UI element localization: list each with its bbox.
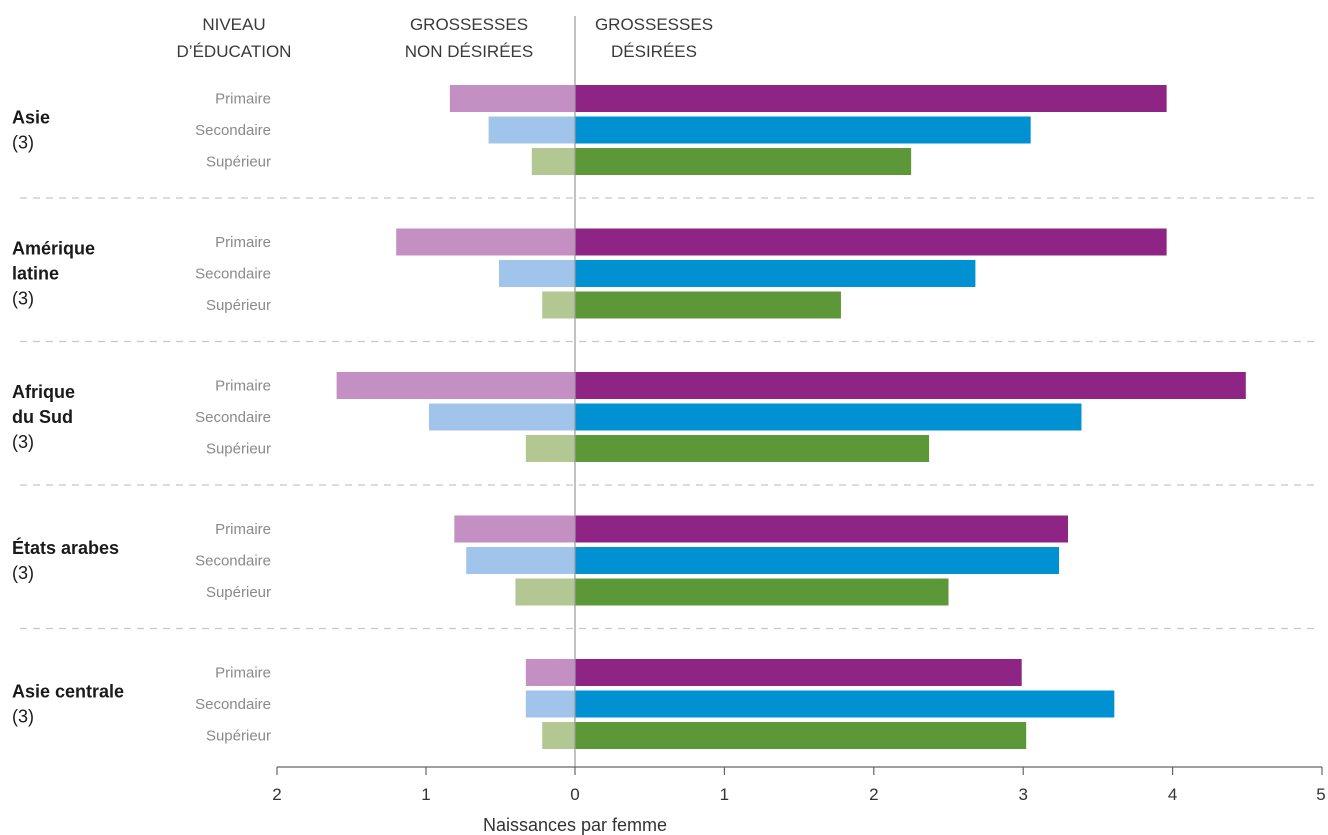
education-level-label: Supérieur <box>206 441 271 458</box>
group-2: Afrique du Sud (3) Primaire Secondaire Supéri… <box>12 372 1246 462</box>
unwanted-bar <box>336 372 575 399</box>
group-1: Amérique latine (3) Primaire Secondaire Supér… <box>12 228 1167 319</box>
unwanted-bar <box>542 291 575 319</box>
wanted-bar <box>575 659 1022 686</box>
header-education-line1: NIVEAU <box>202 15 265 34</box>
group-0: Asie (3) Primaire Secondaire Supérieur <box>12 85 1167 175</box>
unwanted-bar <box>449 85 575 112</box>
region-label-line: États arabes <box>12 537 119 558</box>
education-level-label: Supérieur <box>206 728 271 745</box>
region-count: (3) <box>12 133 34 153</box>
education-level-label: Primaire <box>215 378 271 395</box>
region-count: (3) <box>12 707 34 727</box>
region-count: (3) <box>12 563 34 583</box>
unwanted-bar <box>488 116 575 144</box>
header-unwanted-line2: NON DÉSIRÉES <box>405 42 533 61</box>
group-3: États arabes (3) Primaire Secondaire Supérie… <box>12 515 1069 606</box>
region-label-line: Asie centrale <box>12 682 124 702</box>
wanted-bar <box>575 228 1167 256</box>
region-label-line: latine <box>12 264 59 284</box>
column-headers: NIVEAU D’ÉDUCATION GROSSESSES NON DÉSIRÉ… <box>177 15 714 61</box>
group-4: Asie centrale (3) Primaire Secondaire Supéri… <box>12 659 1115 749</box>
education-level-label: Secondaire <box>195 266 271 283</box>
wanted-bar <box>575 722 1027 749</box>
x-tick-label: 2 <box>869 785 878 804</box>
x-tick-label: 1 <box>421 785 430 804</box>
chart-groups: Asie(3)PrimaireSecondaireSupérieurAmériq… <box>12 85 1246 749</box>
unwanted-bar <box>428 403 575 431</box>
wanted-bar <box>575 690 1115 718</box>
header-unwanted-line1: GROSSESSES <box>410 15 528 34</box>
unwanted-bar <box>525 435 575 462</box>
x-tick-label: 2 <box>272 785 281 804</box>
region-label-line: Afrique <box>12 382 75 402</box>
education-level-label: Supérieur <box>206 297 271 314</box>
unwanted-bar <box>525 690 575 718</box>
wanted-bar <box>575 291 841 319</box>
education-level-label: Primaire <box>215 91 271 108</box>
x-tick-label: 1 <box>720 785 729 804</box>
wanted-bar <box>575 435 930 462</box>
education-level-label: Primaire <box>215 234 271 251</box>
education-level-label: Primaire <box>215 521 271 538</box>
education-level-label: Supérieur <box>206 154 271 171</box>
education-level-label: Primaire <box>215 665 271 682</box>
region-label-line: Amérique <box>12 239 95 259</box>
wanted-bar <box>575 403 1082 431</box>
unwanted-bar <box>515 578 575 606</box>
wanted-bar <box>575 578 949 606</box>
region-count: (3) <box>12 289 34 309</box>
x-axis-title: Naissances par femme <box>483 815 667 835</box>
x-tick-label: 3 <box>1018 785 1027 804</box>
header-wanted-line2: DÉSIRÉES <box>611 42 697 61</box>
education-level-label: Secondaire <box>195 409 271 426</box>
wanted-bar <box>575 148 912 175</box>
unwanted-bar <box>396 228 575 256</box>
unwanted-bar <box>542 722 575 749</box>
unwanted-bar <box>466 547 575 574</box>
education-level-label: Secondaire <box>195 553 271 570</box>
region-label-line: Asie <box>12 108 50 128</box>
region-count: (3) <box>12 432 34 452</box>
education-level-label: Supérieur <box>206 584 271 601</box>
wanted-bar <box>575 116 1031 144</box>
education-level-label: Secondaire <box>195 122 271 139</box>
region-label-line: du Sud <box>12 407 73 427</box>
unwanted-bar <box>531 148 575 175</box>
wanted-bar <box>575 547 1060 574</box>
unwanted-bar <box>499 260 575 287</box>
wanted-bar <box>575 515 1069 543</box>
header-education-line2: D’ÉDUCATION <box>177 42 292 61</box>
wanted-bar <box>575 372 1246 399</box>
wanted-bar <box>575 260 976 287</box>
group-separators <box>20 197 1318 630</box>
unwanted-bar <box>454 515 575 543</box>
x-axis: 2 1 0 1 2 3 4 5 <box>272 766 1326 804</box>
unwanted-bar <box>525 659 575 686</box>
x-tick-label: 0 <box>570 785 579 804</box>
education-level-label: Secondaire <box>195 696 271 713</box>
x-tick-label: 5 <box>1316 785 1325 804</box>
wanted-bar <box>575 85 1167 112</box>
header-wanted-line1: GROSSESSES <box>595 15 713 34</box>
x-tick-label: 4 <box>1168 785 1177 804</box>
